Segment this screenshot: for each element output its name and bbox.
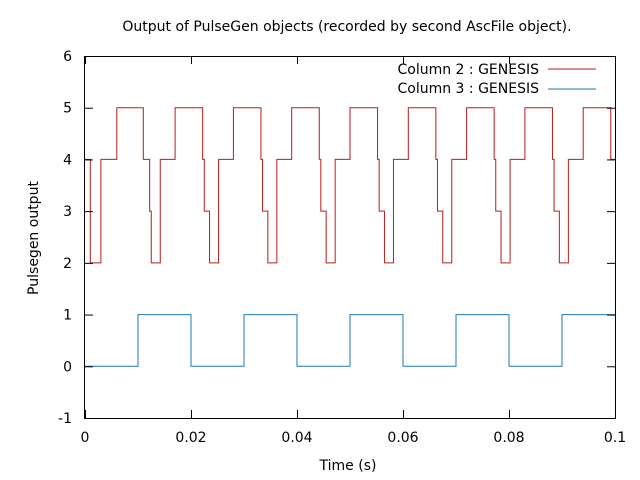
chart-title: Output of PulseGen objects (recorded by … — [122, 19, 571, 35]
x-tick-label: 0.1 — [604, 430, 626, 446]
x-axis: 0 0.02 0.04 0.06 0.08 0.1 — [81, 56, 626, 446]
legend: Column 2 : GENESIS Column 3 : GENESIS — [397, 62, 596, 97]
y-tick-label: 6 — [63, 49, 72, 65]
x-tick-label: 0.02 — [175, 430, 206, 446]
y-axis: -1 0 1 2 3 4 5 6 — [58, 49, 615, 427]
plot-frame — [84, 56, 616, 419]
series-line-2 — [85, 314, 615, 367]
y-tick-label: 1 — [63, 308, 72, 324]
y-tick-label: 4 — [63, 152, 72, 168]
x-tick-label: 0.06 — [387, 430, 418, 446]
x-tick-label: 0.04 — [281, 430, 312, 446]
y-tick-label: 2 — [63, 256, 72, 272]
x-tick-label: 0 — [81, 430, 90, 446]
legend-label-series-2: Column 3 : GENESIS — [397, 81, 539, 97]
y-tick-label: -1 — [58, 411, 72, 427]
legend-label-series-1: Column 2 : GENESIS — [397, 62, 539, 78]
y-tick-label: 5 — [63, 101, 72, 117]
x-tick-label: 0.08 — [493, 430, 524, 446]
y-tick-label: 0 — [63, 359, 72, 375]
series-line-1 — [85, 107, 615, 264]
x-axis-label: Time (s) — [319, 458, 377, 474]
y-tick-label: 3 — [63, 204, 72, 220]
y-axis-label: Pulsegen output — [26, 181, 42, 295]
plot-series — [85, 107, 615, 367]
